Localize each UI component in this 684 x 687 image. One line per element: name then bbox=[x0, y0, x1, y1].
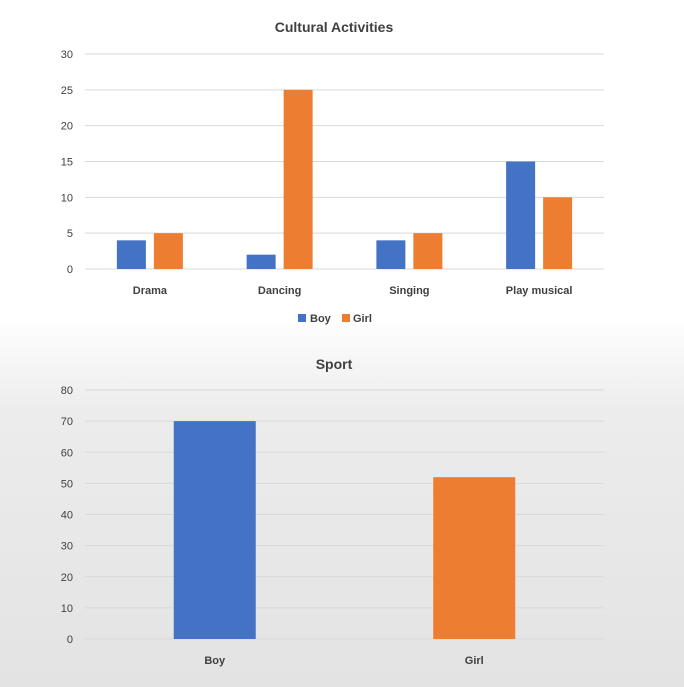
chart1-y-tick-label: 15 bbox=[61, 157, 73, 169]
chart2-category-label: Boy bbox=[204, 655, 226, 667]
chart1-category-label: Singing bbox=[389, 285, 429, 297]
bar-boy-drama bbox=[116, 240, 146, 269]
bar-boy-play-musical bbox=[506, 161, 536, 269]
chart1-y-tick-label: 25 bbox=[61, 85, 73, 97]
bar-boy-dancing bbox=[246, 254, 276, 269]
bar-sport-boy bbox=[173, 421, 256, 639]
bar-boy-singing bbox=[376, 240, 406, 269]
bar-girl-singing bbox=[413, 233, 443, 269]
chart2-y-tick-label: 40 bbox=[61, 510, 73, 522]
chart1-y-tick-label: 10 bbox=[61, 192, 73, 204]
chart2-title: Sport bbox=[316, 356, 353, 372]
bar-sport-girl bbox=[433, 477, 516, 639]
bar-girl-dancing bbox=[283, 89, 313, 269]
chart1-legend: Boy Girl bbox=[298, 313, 372, 325]
chart1-y-tick-label: 30 bbox=[61, 49, 73, 61]
sport-chart: Sport 0 10 20 30 40 50 60 70 80 Boy Girl bbox=[61, 356, 604, 667]
chart1-y-tick-label: 0 bbox=[67, 264, 73, 276]
chart2-y-tick-label: 30 bbox=[61, 541, 73, 553]
chart2-category-label: Girl bbox=[465, 655, 484, 667]
chart1-category-label: Play musical bbox=[506, 285, 573, 297]
chart2-y-tick-label: 60 bbox=[61, 447, 73, 459]
chart2-y-tick-label: 20 bbox=[61, 572, 73, 584]
chart1-category-label: Dancing bbox=[258, 285, 301, 297]
chart2-y-tick-label: 50 bbox=[61, 478, 73, 490]
chart1-category-label: Drama bbox=[133, 285, 168, 297]
chart1-y-tick-label: 20 bbox=[61, 121, 73, 133]
legend-label-boy: Boy bbox=[310, 313, 332, 325]
chart2-y-tick-label: 70 bbox=[61, 416, 73, 428]
chart2-y-tick-label: 0 bbox=[67, 634, 73, 646]
legend-swatch-girl bbox=[342, 314, 350, 322]
chart2-y-tick-label: 80 bbox=[61, 385, 73, 397]
chart1-y-tick-label: 5 bbox=[67, 228, 73, 240]
cultural-activities-chart: Cultural Activities 0 5 10 15 20 25 30 Drama Da… bbox=[61, 19, 604, 325]
bar-girl-play-musical bbox=[543, 197, 573, 269]
legend-label-girl: Girl bbox=[353, 313, 372, 325]
legend-swatch-boy bbox=[298, 314, 306, 322]
chart1-title: Cultural Activities bbox=[275, 19, 394, 35]
chart2-y-tick-label: 10 bbox=[61, 603, 73, 615]
bar-girl-drama bbox=[153, 233, 183, 269]
